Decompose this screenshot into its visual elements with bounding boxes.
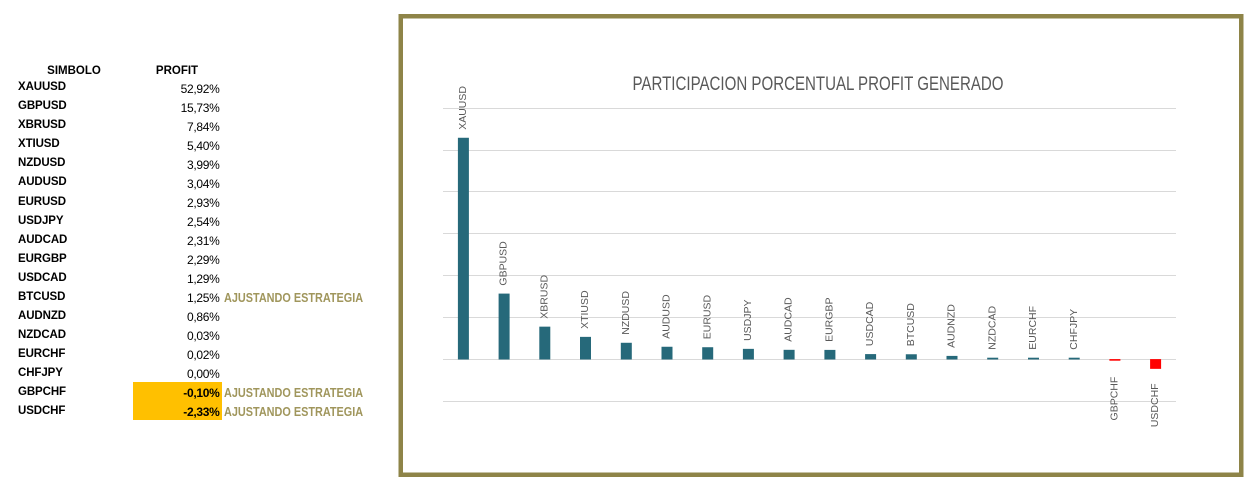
svg-text:USDCHF: USDCHF [1149,383,1161,427]
svg-text:USDCAD: USDCAD [864,301,876,346]
svg-text:USDJPY: USDJPY [742,299,754,340]
svg-text:AUDUSD: AUDUSD [661,294,673,339]
svg-text:NZDCAD: NZDCAD [986,306,998,350]
svg-text:AUDCAD: AUDCAD [783,297,795,342]
svg-text:GBPCHF: GBPCHF [1109,377,1121,421]
svg-text:GBPUSD: GBPUSD [498,241,510,286]
svg-text:BTCUSD: BTCUSD [905,303,917,347]
svg-text:XAUUSD: XAUUSD [457,86,469,130]
svg-text:XBRUSD: XBRUSD [538,275,550,319]
svg-text:NZDUSD: NZDUSD [620,291,632,335]
svg-text:PARTICIPACION PORCENTUAL PROFI: PARTICIPACION PORCENTUAL PROFIT GENERADO [633,74,1004,95]
svg-text:AUDNZD: AUDNZD [946,304,958,348]
svg-text:XTIUSD: XTIUSD [579,290,591,329]
svg-text:EURUSD: EURUSD [701,294,713,339]
svg-text:EURCHF: EURCHF [1027,306,1039,350]
svg-text:CHFJPY: CHFJPY [1068,309,1080,350]
svg-text:EURGBP: EURGBP [824,298,836,342]
